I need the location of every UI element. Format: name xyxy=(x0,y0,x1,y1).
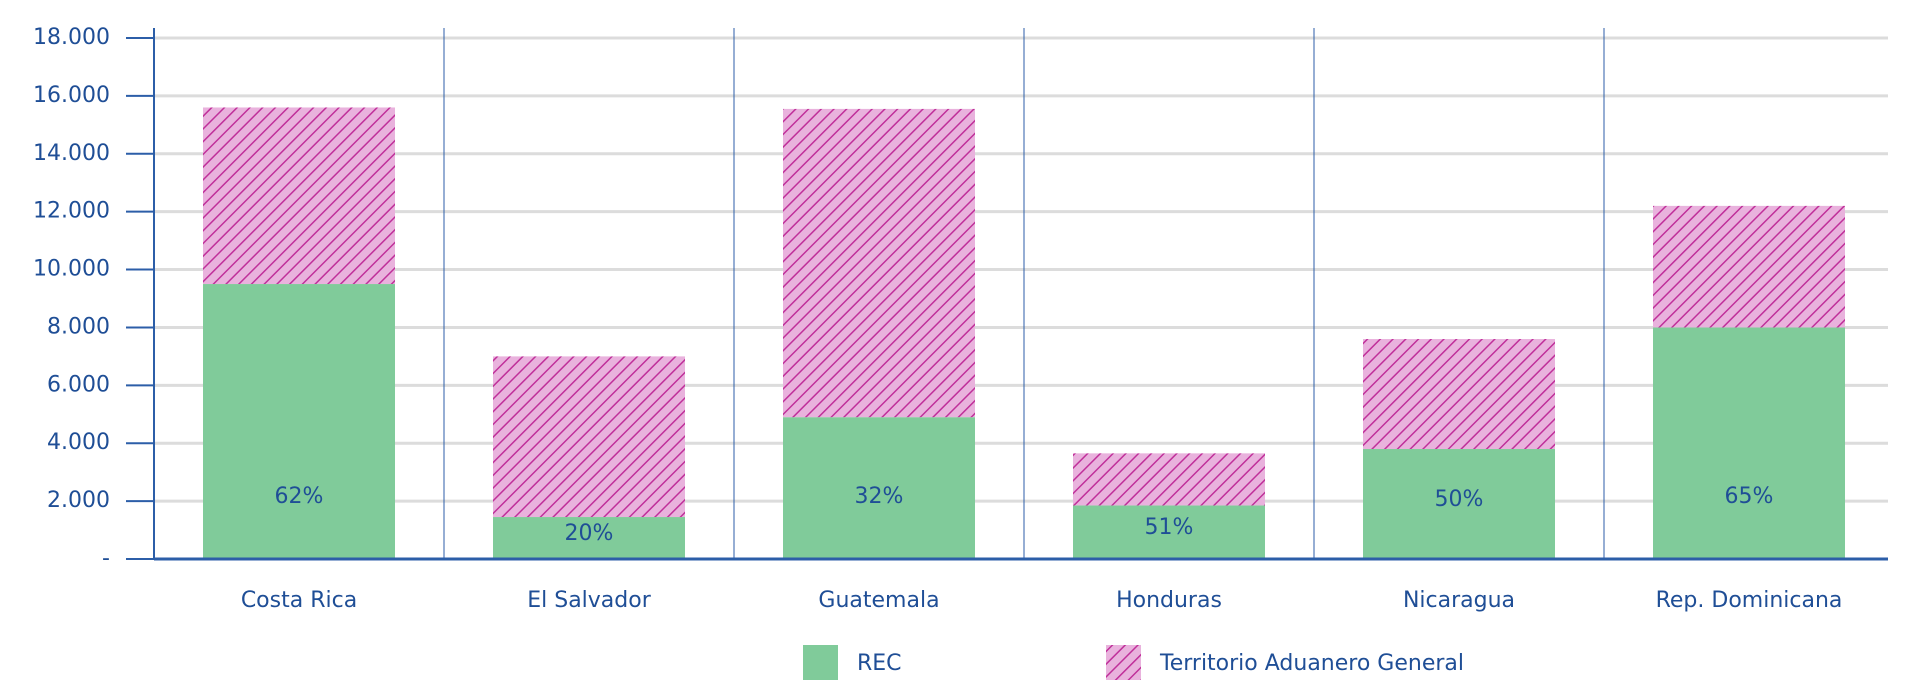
bar-segment xyxy=(1363,339,1555,450)
bar-segment xyxy=(493,356,685,518)
y-tick-label: 18.000 xyxy=(33,25,110,50)
x-tick-label: Nicaragua xyxy=(1403,588,1515,613)
x-tick-label: Costa Rica xyxy=(241,588,357,613)
bar-segment xyxy=(783,417,975,559)
bar-segment xyxy=(1073,505,1265,559)
percent-label: 32% xyxy=(855,484,904,509)
bar-segment xyxy=(203,107,395,285)
percent-label: 50% xyxy=(1435,487,1484,512)
y-tick-label: 4.000 xyxy=(47,430,110,455)
percent-label: 65% xyxy=(1725,484,1774,509)
y-tick-label: 12.000 xyxy=(33,199,110,224)
x-tick-label: Guatemala xyxy=(818,588,939,613)
x-tick-label: Honduras xyxy=(1116,588,1222,613)
bar-segment xyxy=(1073,453,1265,506)
bar-segment xyxy=(1363,449,1555,559)
x-tick-label: Rep. Dominicana xyxy=(1656,588,1843,613)
legend-label: REC xyxy=(857,651,902,676)
y-tick-label: 10.000 xyxy=(33,257,110,282)
legend-swatch xyxy=(803,645,838,680)
percent-label: 20% xyxy=(565,521,614,546)
y-tick-label: 16.000 xyxy=(33,83,110,108)
percent-label: 51% xyxy=(1145,515,1194,540)
y-tick-label: 2.000 xyxy=(47,488,110,513)
bar-segment xyxy=(493,517,685,559)
bar-segment xyxy=(1653,205,1845,328)
legend-label: Territorio Aduanero General xyxy=(1159,651,1464,676)
y-tick-label: 8.000 xyxy=(47,314,110,339)
y-tick-label: 6.000 xyxy=(47,372,110,397)
bar-segment xyxy=(1653,327,1845,559)
x-tick-label: El Salvador xyxy=(527,588,651,613)
bar-segment xyxy=(783,108,975,418)
y-tick-label: - xyxy=(102,546,110,571)
y-tick-label: 14.000 xyxy=(33,141,110,166)
percent-label: 62% xyxy=(275,484,324,509)
bar-segment xyxy=(203,284,395,559)
legend-swatch xyxy=(1106,645,1141,680)
